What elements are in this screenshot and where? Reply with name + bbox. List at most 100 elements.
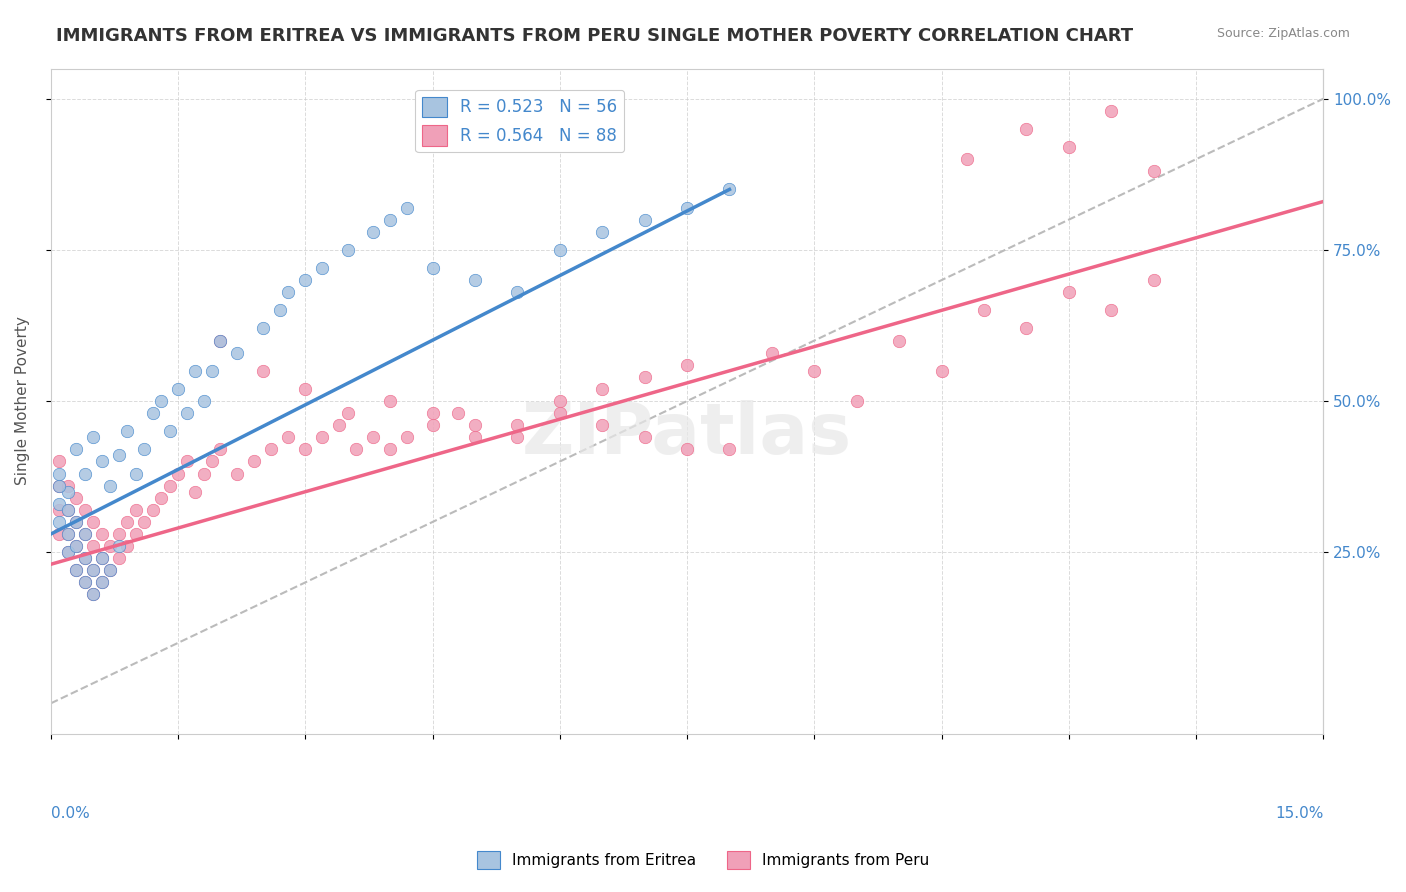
Point: [56, 545, 79, 559]
Point: [294, 273, 316, 287]
Point: [48, 503, 70, 517]
Point: [803, 364, 825, 378]
Point: [243, 454, 266, 468]
Point: [676, 442, 699, 457]
Point: [464, 418, 486, 433]
Point: [396, 430, 419, 444]
Point: [65, 442, 87, 457]
Point: [311, 430, 333, 444]
Point: [718, 442, 741, 457]
Point: [506, 430, 529, 444]
Point: [142, 406, 165, 420]
Point: [973, 303, 995, 318]
Point: [260, 442, 283, 457]
Point: [252, 321, 274, 335]
Point: [1015, 321, 1038, 335]
Point: [48, 478, 70, 492]
Point: [48, 478, 70, 492]
Point: [56, 484, 79, 499]
Point: [98, 539, 121, 553]
Point: [548, 243, 571, 257]
Point: [73, 551, 96, 566]
Point: [311, 260, 333, 275]
Point: [252, 364, 274, 378]
Point: [90, 454, 112, 468]
Text: ZIPatlas: ZIPatlas: [522, 400, 852, 469]
Point: [184, 484, 207, 499]
Point: [65, 563, 87, 577]
Point: [134, 442, 156, 457]
Point: [591, 225, 613, 239]
Point: [73, 575, 96, 590]
Point: [633, 369, 655, 384]
Point: [396, 201, 419, 215]
Point: [90, 575, 112, 590]
Point: [56, 478, 79, 492]
Point: [48, 515, 70, 529]
Point: [48, 497, 70, 511]
Point: [82, 539, 104, 553]
Point: [142, 503, 165, 517]
Point: [56, 503, 79, 517]
Point: [336, 406, 359, 420]
Point: [548, 394, 571, 409]
Point: [956, 152, 979, 166]
Point: [98, 478, 121, 492]
Point: [201, 364, 224, 378]
Point: [633, 212, 655, 227]
Y-axis label: Single Mother Poverty: Single Mother Poverty: [15, 317, 30, 485]
Point: [56, 503, 79, 517]
Point: [1099, 303, 1122, 318]
Point: [378, 394, 401, 409]
Point: [73, 527, 96, 541]
Point: [167, 382, 190, 396]
Point: [73, 551, 96, 566]
Point: [336, 243, 359, 257]
Point: [1057, 140, 1080, 154]
Point: [107, 449, 129, 463]
Point: [134, 515, 156, 529]
Point: [464, 430, 486, 444]
Point: [1142, 273, 1164, 287]
Point: [226, 345, 249, 359]
Point: [193, 394, 215, 409]
Point: [422, 418, 444, 433]
Point: [82, 563, 104, 577]
Point: [422, 260, 444, 275]
Point: [90, 527, 112, 541]
Point: [1099, 103, 1122, 118]
Point: [718, 182, 741, 196]
Text: Source: ZipAtlas.com: Source: ZipAtlas.com: [1216, 27, 1350, 40]
Point: [361, 225, 384, 239]
Point: [48, 467, 70, 481]
Point: [591, 382, 613, 396]
Point: [294, 382, 316, 396]
Point: [48, 527, 70, 541]
Point: [845, 394, 868, 409]
Point: [277, 285, 299, 300]
Point: [193, 467, 215, 481]
Point: [73, 527, 96, 541]
Legend: Immigrants from Eritrea, Immigrants from Peru: Immigrants from Eritrea, Immigrants from…: [471, 845, 935, 875]
Point: [201, 454, 224, 468]
Point: [90, 551, 112, 566]
Point: [150, 394, 173, 409]
Point: [159, 478, 181, 492]
Point: [115, 424, 138, 438]
Point: [761, 345, 783, 359]
Point: [176, 454, 198, 468]
Point: [1057, 285, 1080, 300]
Text: 15.0%: 15.0%: [1275, 806, 1323, 822]
Point: [65, 539, 87, 553]
Point: [124, 503, 146, 517]
Point: [82, 430, 104, 444]
Point: [422, 406, 444, 420]
Point: [73, 575, 96, 590]
Point: [676, 201, 699, 215]
Point: [176, 406, 198, 420]
Point: [82, 515, 104, 529]
Point: [209, 334, 232, 348]
Point: [73, 467, 96, 481]
Point: [361, 430, 384, 444]
Point: [184, 364, 207, 378]
